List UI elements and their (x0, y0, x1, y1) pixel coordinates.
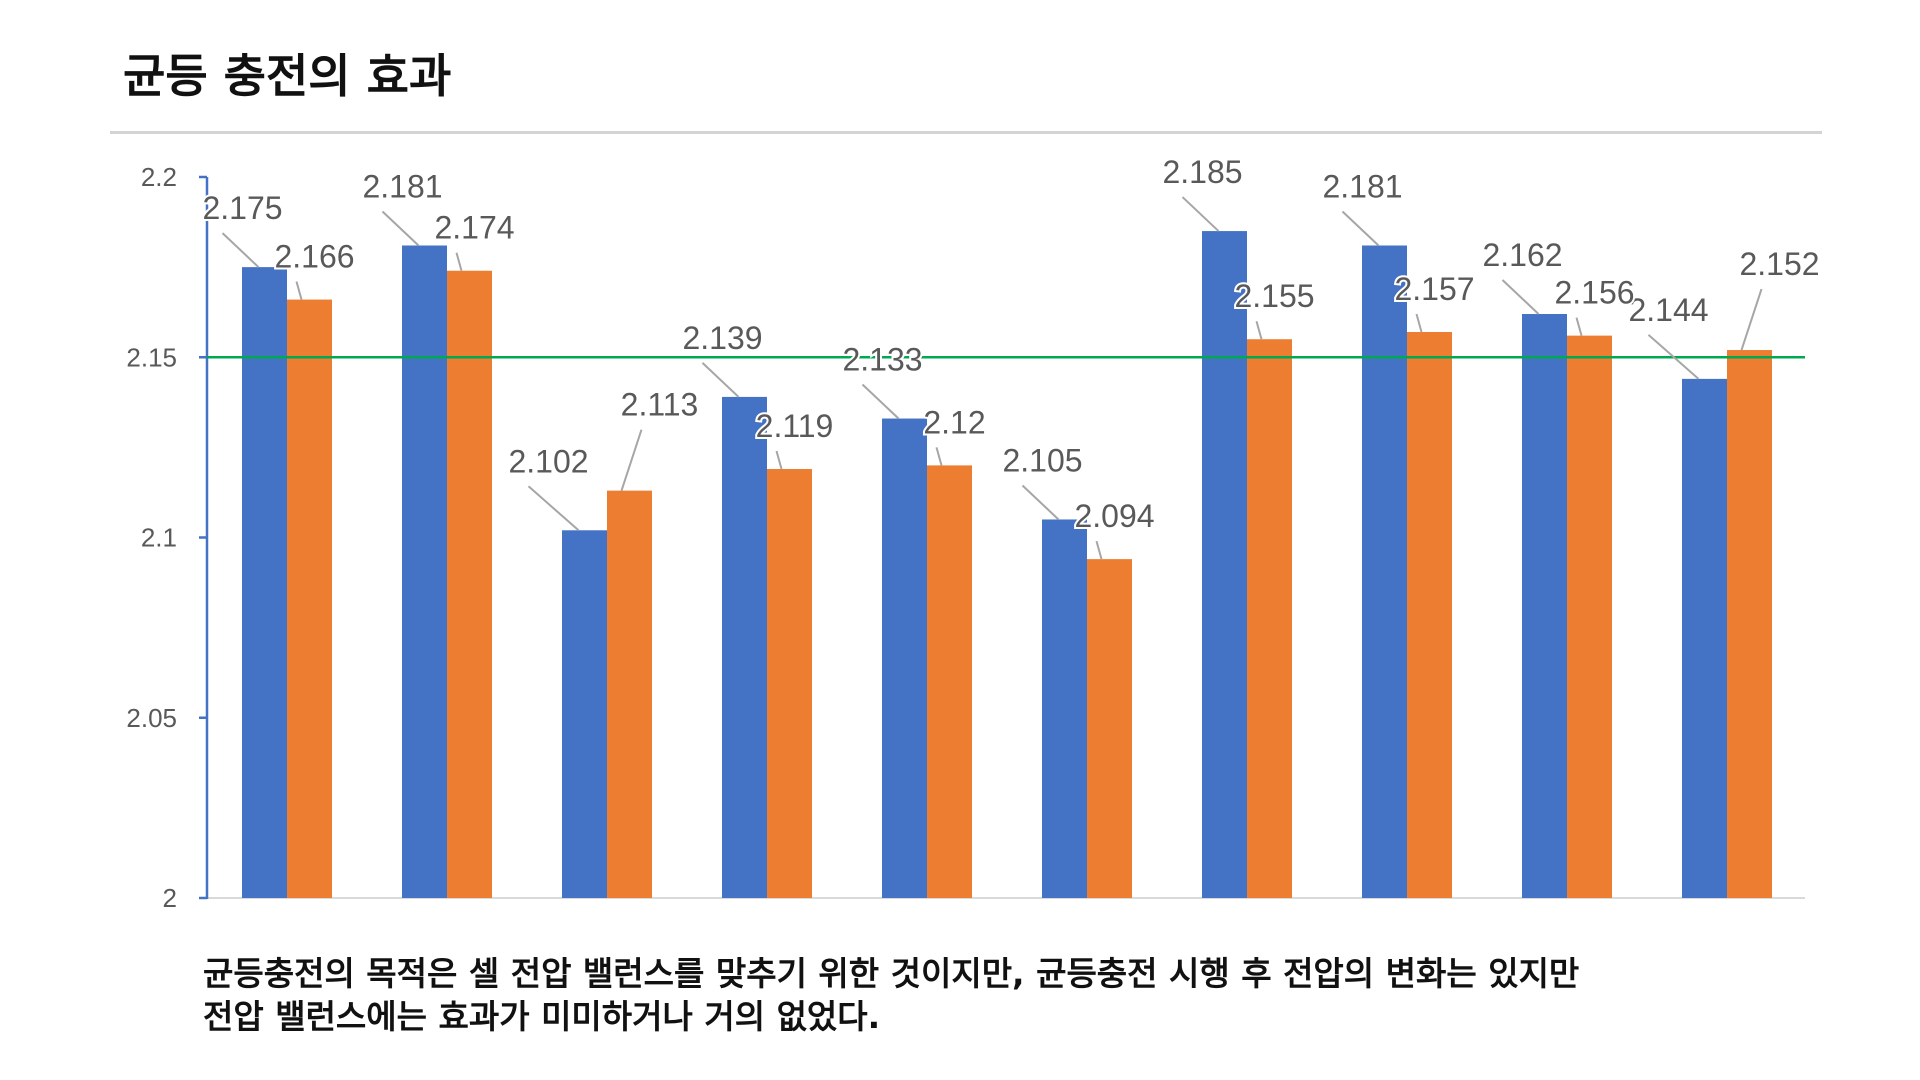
data-label-leader (1415, 313, 1423, 333)
bar-series-2 (287, 299, 332, 898)
caption: 균등충전의 목적은 셀 전압 밸런스를 맞추기 위한 것이지만, 균등충전 시행… (203, 952, 1843, 1038)
bar-series-1 (402, 245, 447, 898)
bar-series-2 (1087, 559, 1132, 898)
y-tick-label: 2.15 (126, 342, 177, 372)
bar-series-2 (1567, 335, 1612, 898)
bar-series-1 (1362, 245, 1407, 898)
data-label-leader (1181, 196, 1220, 232)
data-label-leader (861, 383, 900, 420)
bar-series-1 (242, 267, 287, 898)
data-label-series-1: 2.175 (202, 190, 282, 226)
data-label-leader (1095, 540, 1103, 560)
data-label-series-2: 2.156 (1554, 275, 1634, 311)
bar-series-1 (1522, 313, 1567, 898)
bar-series-1 (1042, 519, 1087, 898)
bar-series-1 (562, 530, 607, 898)
data-label-series-1: 2.181 (362, 168, 442, 204)
bar-series-2 (767, 469, 812, 898)
data-label-leader (1740, 288, 1763, 351)
plot-area: 2 2.05 2.1 2.15 2.2 2.175 2.181 2.102 2.139 2.133… (126, 152, 1821, 913)
data-label-series-2: 2.157 (1394, 271, 1474, 307)
bar-series-2 (607, 490, 652, 898)
bar-series-2 (1727, 350, 1772, 898)
data-label-leader (775, 450, 783, 470)
data-label-series-2: 2.119 (756, 408, 834, 444)
data-label-series-2: 2.155 (1234, 278, 1314, 314)
y-tick-label: 2.05 (126, 703, 177, 733)
data-label-series-2: 2.094 (1074, 498, 1154, 534)
data-label-leader (1341, 210, 1380, 247)
data-label-leader (527, 485, 580, 532)
data-label-series-1: 2.102 (508, 443, 588, 479)
bar-series-2 (1247, 339, 1292, 899)
data-label-leader (455, 252, 463, 271)
caption-line-1: 균등충전의 목적은 셀 전압 밸런스를 맞추기 위한 것이지만, 균등충전 시행… (203, 954, 1580, 993)
data-label-leader (1501, 279, 1540, 315)
data-label-series-2: 2.166 (274, 239, 354, 275)
y-tick-label: 2 (163, 883, 177, 913)
data-label-series-1: 2.105 (1002, 442, 1082, 478)
data-label-leader (935, 447, 943, 466)
data-label-series-2: 2.174 (434, 210, 514, 246)
data-label-series-2: 2.12 (923, 404, 985, 440)
caption-line-2: 전압 밸런스에는 효과가 미미하거나 거의 없었다. (203, 997, 881, 1036)
y-tick-label: 2.2 (141, 162, 177, 192)
data-label-series-1: 2.181 (1322, 168, 1402, 204)
data-label-leader (381, 210, 420, 247)
data-label-leader (1647, 334, 1700, 380)
bar-series-2 (927, 465, 972, 898)
bar-series-1 (882, 418, 927, 898)
bar-series-1 (1682, 378, 1727, 898)
data-label-series-1: 2.133 (842, 342, 922, 378)
data-label-series-1: 2.139 (682, 320, 762, 356)
y-tick-label: 2.1 (141, 523, 177, 553)
data-label-leader (701, 362, 740, 398)
data-label-leader (295, 281, 303, 300)
data-label-leader (1021, 484, 1060, 521)
bar-series-1 (722, 396, 767, 898)
title-divider (110, 131, 1822, 134)
bar-series-2 (447, 270, 492, 899)
data-label-series-1: 2.185 (1162, 154, 1242, 190)
data-label-series-1: 2.162 (1482, 237, 1562, 273)
data-label-series-2: 2.152 (1739, 246, 1819, 282)
data-label-leader (620, 429, 643, 491)
data-label-leader (1255, 320, 1263, 340)
data-label-series-2: 2.113 (621, 387, 699, 423)
bar-series-2 (1407, 332, 1452, 898)
slide-title: 균등 충전의 효과 (123, 49, 452, 103)
data-label-leader (1575, 317, 1583, 336)
data-label-series-1: 2.144 (1628, 292, 1708, 328)
bar-series-1 (1202, 231, 1247, 898)
data-label-leader (221, 232, 260, 268)
